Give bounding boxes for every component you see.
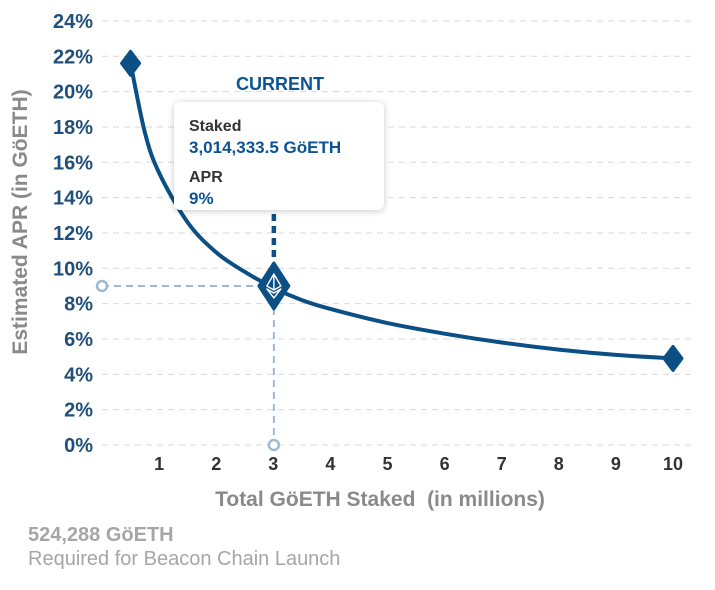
y-tick-label: 4% — [64, 364, 93, 386]
tooltip-apr-value: 9% — [189, 189, 214, 208]
current-tooltip: Staked 3,014,333.5 GöETH APR 9% — [174, 102, 384, 210]
footer-amount: 524,288 GöETH — [28, 524, 174, 546]
y-axis-ticks: 0% 2% 4% 6% 8% 10% 12% 14% 16% 18% 20% 22% 24% — [53, 11, 93, 457]
x-axis-title: Total GöETH Staked (in millions) — [215, 488, 545, 511]
y-tick-label: 20% — [53, 82, 93, 104]
y-tick-label: 2% — [64, 400, 93, 422]
x-tick-label: 2 — [211, 454, 221, 474]
x-tick-label: 8 — [554, 454, 564, 474]
y-tick-label: 14% — [53, 188, 93, 210]
y-tick-label: 10% — [53, 258, 93, 280]
tooltip-apr-label: APR — [189, 169, 223, 186]
x-axis-ticks: 1 2 3 4 5 6 7 8 9 10 — [154, 454, 683, 474]
x-tick-label: 4 — [325, 454, 335, 474]
eth-icon — [266, 273, 282, 299]
endpoint-marker-1 — [662, 344, 684, 372]
y-tick-label: 16% — [53, 152, 93, 174]
current-label: CURRENT — [236, 74, 324, 94]
tooltip-staked-label: Staked — [189, 118, 242, 135]
y-tick-label: 22% — [53, 46, 93, 68]
tooltip-staked-value: 3,014,333.5 GöETH — [189, 138, 342, 157]
y-tick-label: 12% — [53, 223, 93, 245]
y-tick-label: 24% — [53, 11, 93, 33]
footer-note: Required for Beacon Chain Launch — [28, 548, 341, 570]
apr-series — [128, 61, 675, 361]
y-axis-title: Estimated APR (in GöETH) — [9, 89, 32, 354]
x-tick-label: 1 — [154, 454, 164, 474]
x-tick-label: 7 — [497, 454, 507, 474]
guide-dot-y — [95, 279, 109, 293]
x-tick-label: 5 — [382, 454, 392, 474]
y-tick-label: 6% — [64, 329, 93, 351]
grid-lines — [102, 20, 695, 446]
x-tick-label: 10 — [663, 454, 683, 474]
x-tick-label: 9 — [611, 454, 621, 474]
x-tick-label: 3 — [268, 454, 278, 474]
endpoint-marker-0 — [120, 49, 142, 77]
y-tick-label: 8% — [64, 294, 93, 316]
y-tick-label: 0% — [64, 435, 93, 457]
apr-curve — [128, 61, 675, 361]
markers — [120, 49, 684, 372]
guide-dot-x — [267, 438, 281, 452]
current-guides — [95, 214, 281, 452]
eth-icon-bottom — [266, 288, 282, 299]
x-tick-label: 6 — [440, 454, 450, 474]
y-tick-label: 18% — [53, 117, 93, 139]
